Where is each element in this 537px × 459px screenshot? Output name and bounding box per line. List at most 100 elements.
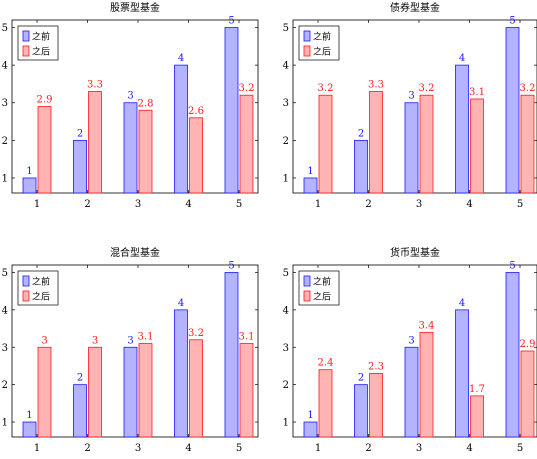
y-tick-label: 3 xyxy=(283,98,289,109)
y-tick-label: 4 xyxy=(283,61,289,72)
legend-swatch xyxy=(303,45,311,57)
bar-before xyxy=(354,139,368,194)
bar-after xyxy=(520,350,535,438)
y-tick-label: 3 xyxy=(2,98,8,109)
bar-before xyxy=(174,309,188,438)
bar-after xyxy=(37,346,52,438)
bar-after xyxy=(419,331,434,438)
y-tick-label: 1 xyxy=(283,173,289,184)
data-label: 3.2 xyxy=(318,83,334,94)
bar-after xyxy=(239,94,254,194)
bar-before xyxy=(354,384,368,438)
bar-after xyxy=(318,94,333,194)
legend-label: 之前 xyxy=(313,276,331,288)
bar-before xyxy=(404,346,419,438)
x-tick-label: 5 xyxy=(517,199,523,210)
x-tick-label: 3 xyxy=(416,199,422,210)
bar-before xyxy=(22,421,37,438)
x-tick-label: 4 xyxy=(466,199,472,210)
legend-label: 之前 xyxy=(313,31,331,43)
data-label: 2.4 xyxy=(318,358,334,369)
y-tick-label: 5 xyxy=(2,268,8,279)
bar-after xyxy=(189,117,203,194)
x-tick-label: 4 xyxy=(185,443,191,454)
data-label: 4 xyxy=(459,298,465,309)
y-tick-label: 4 xyxy=(283,305,289,316)
data-label: 3.4 xyxy=(419,320,435,331)
bar-after xyxy=(369,91,383,194)
y-tick-label: 5 xyxy=(2,23,8,34)
x-tick-label: 1 xyxy=(315,443,321,454)
data-label: 5 xyxy=(509,16,515,27)
y-tick-label: 2 xyxy=(283,380,289,391)
data-label: 2 xyxy=(77,128,83,139)
bar-after xyxy=(369,373,383,438)
x-tick-label: 1 xyxy=(315,199,321,210)
y-tick-label: 4 xyxy=(2,61,8,72)
bar-before xyxy=(123,346,138,438)
legend-label: 之后 xyxy=(32,291,50,303)
y-tick-label: 3 xyxy=(283,343,289,354)
data-label: 3.2 xyxy=(419,83,435,94)
bar-before xyxy=(303,177,318,194)
data-label: 4 xyxy=(178,298,184,309)
y-tick-label: 1 xyxy=(2,173,8,184)
data-label: 1 xyxy=(307,410,313,421)
bar-before xyxy=(505,272,520,438)
chart-title: 股票型基金 xyxy=(110,1,160,14)
bar-before xyxy=(174,64,188,194)
y-tick-label: 5 xyxy=(283,268,289,279)
x-tick-label: 2 xyxy=(365,199,371,210)
data-label: 5 xyxy=(228,260,234,271)
data-label: 3.1 xyxy=(469,87,485,98)
chart-title: 债券型基金 xyxy=(390,1,440,14)
legend-label: 之后 xyxy=(32,46,50,58)
bar-after xyxy=(520,94,535,194)
x-tick-label: 5 xyxy=(517,443,523,454)
legend-swatch xyxy=(303,290,311,302)
bar-before xyxy=(224,272,239,438)
data-label: 1.7 xyxy=(469,384,485,395)
x-tick-label: 2 xyxy=(84,199,90,210)
legend-swatch xyxy=(22,290,30,302)
bar-before xyxy=(73,139,87,194)
legend-label: 之后 xyxy=(313,46,331,58)
x-tick-label: 4 xyxy=(466,443,472,454)
data-label: 3.2 xyxy=(188,328,204,339)
data-label: 3.2 xyxy=(239,83,255,94)
legend-label: 之前 xyxy=(32,31,50,43)
bar-after xyxy=(88,91,102,194)
data-label: 4 xyxy=(459,53,465,64)
y-tick-label: 1 xyxy=(283,418,289,429)
data-label: 3.1 xyxy=(138,332,154,343)
y-tick-label: 2 xyxy=(283,136,289,147)
data-label: 2 xyxy=(358,373,364,384)
bar-before xyxy=(404,102,419,194)
x-tick-label: 3 xyxy=(135,443,141,454)
data-label: 3 xyxy=(408,91,414,102)
x-tick-label: 3 xyxy=(416,443,422,454)
data-label: 3.1 xyxy=(239,332,255,343)
legend-swatch xyxy=(303,275,311,287)
data-label: 3 xyxy=(127,335,133,346)
data-label: 3 xyxy=(92,335,98,346)
data-label: 2.3 xyxy=(368,361,384,372)
legend-swatch xyxy=(22,275,30,287)
chart-title: 混合型基金 xyxy=(110,246,160,259)
bar-before xyxy=(73,384,87,438)
y-tick-label: 1 xyxy=(2,418,8,429)
data-label: 2.9 xyxy=(520,339,536,350)
bar-after xyxy=(470,98,484,194)
legend-label: 之前 xyxy=(32,276,50,288)
data-label: 1 xyxy=(307,166,313,177)
x-tick-label: 4 xyxy=(185,199,191,210)
bar-after xyxy=(239,343,254,438)
bar-before xyxy=(224,27,239,194)
data-label: 3.2 xyxy=(520,83,536,94)
bar-before xyxy=(505,27,520,194)
data-label: 1 xyxy=(26,410,32,421)
legend-swatch xyxy=(22,30,30,42)
